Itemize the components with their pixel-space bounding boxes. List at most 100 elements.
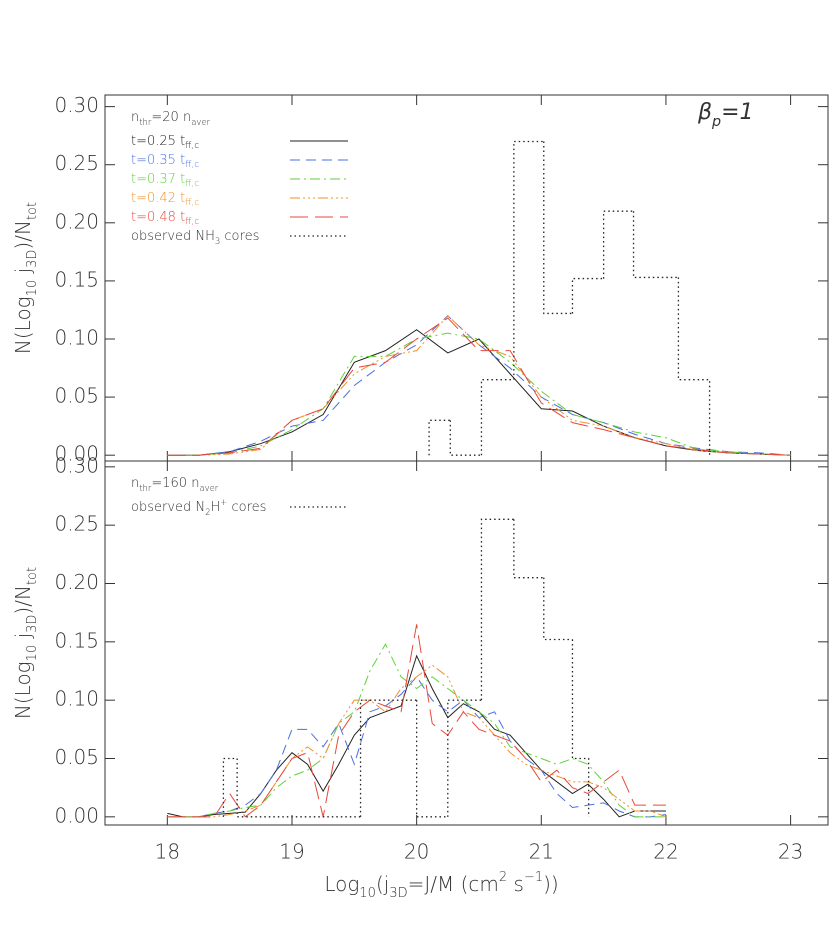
panel-label-part: β <box>697 100 712 125</box>
plot-frame <box>104 460 829 826</box>
legend-label: t=0.48 tff,c <box>131 210 199 227</box>
annotation-part: thr <box>139 117 152 127</box>
y-axis-label-part: 10 <box>25 280 40 297</box>
y-tick-label: 0.30 <box>54 93 99 117</box>
legend-sub: ff,c <box>185 141 199 151</box>
panel-label-part: =1 <box>721 100 753 125</box>
legend-label: t=0.37 tff,c <box>131 172 199 189</box>
histogram-bin <box>513 519 544 579</box>
y-tick-label: 0.10 <box>54 326 99 350</box>
x-axis-label-part: Log <box>324 872 359 896</box>
y-axis-label-part: j <box>11 633 35 645</box>
y-tick-label: 0.25 <box>54 512 99 536</box>
legend-label-part: H <box>211 500 221 515</box>
x-tick-label: 21 <box>529 840 554 864</box>
y-tick-label: 0.05 <box>54 384 99 408</box>
y-tick-label: 0.15 <box>54 628 99 652</box>
y-axis-label-part: j <box>11 268 35 280</box>
histogram-bin <box>513 140 544 380</box>
y-axis-label-part: 10 <box>25 645 40 662</box>
plot-frame <box>104 94 829 462</box>
y-axis-label: N(Log10 j3D)/Ntot <box>11 567 40 719</box>
legend-label: observed N2H+ cores <box>131 496 266 516</box>
annotation: nthr=20 naver <box>131 110 211 127</box>
legend-label: t=0.42 tff,c <box>131 191 199 208</box>
legend-sub: ff,c <box>185 160 199 170</box>
histogram-bin <box>428 419 451 456</box>
legend-label: t=0.25 tff,c <box>131 134 199 151</box>
histogram-bin <box>677 277 711 456</box>
annotation-part: thr <box>139 483 152 493</box>
legend-label-part: observed N <box>131 500 205 515</box>
x-axis-label-part: s <box>507 872 524 896</box>
histogram-bin <box>447 699 482 817</box>
x-tick-label: 22 <box>653 840 678 864</box>
legend-label-part: observed NH <box>131 229 215 244</box>
y-tick-label: 0.00 <box>54 803 99 827</box>
x-axis-label-part: =J/M (cm <box>408 872 499 896</box>
annotation: nthr=160 naver <box>131 476 219 493</box>
histogram-bin <box>571 277 604 314</box>
x-axis-label-part: (j <box>376 872 389 896</box>
x-tick-label: 19 <box>279 840 304 864</box>
annotation-part: aver <box>191 117 210 127</box>
legend-name: t=0.35 t <box>131 153 185 168</box>
legend-label: t=0.35 tff,c <box>131 153 199 170</box>
legend-name: t=0.42 t <box>131 191 185 206</box>
x-axis-label-part: 10 <box>359 886 376 901</box>
legend-label-part: cores <box>227 500 266 515</box>
legend-name: t=0.48 t <box>131 210 185 225</box>
histogram-bin <box>236 758 361 818</box>
legend-sub: ff,c <box>185 198 199 208</box>
series-line <box>167 624 666 818</box>
x-axis-label-part: )) <box>543 872 559 896</box>
legend-label-part: + <box>220 496 227 506</box>
y-tick-label: 0.10 <box>54 687 99 711</box>
legend-name: t=0.25 t <box>131 134 185 149</box>
histogram-bin <box>632 211 679 279</box>
y-axis-label-part: N(Log <box>11 296 35 354</box>
x-axis-label-part: 2 <box>499 870 507 885</box>
y-tick-label: 0.25 <box>54 151 99 175</box>
histogram-bin <box>480 379 514 456</box>
y-axis-label-part: 3D <box>25 615 40 633</box>
y-tick-label: 0.00 <box>54 442 99 466</box>
histogram-bin <box>543 141 573 315</box>
histogram-bin <box>222 757 238 817</box>
legend-label-part: 2 <box>205 507 210 517</box>
x-axis-label-part: −1 <box>524 870 543 885</box>
histogram-bin <box>449 420 482 456</box>
y-axis-label-part: N(Log <box>11 661 35 719</box>
legend-name: t=0.37 t <box>131 172 185 187</box>
legend-sub: ff,c <box>185 217 199 227</box>
x-tick-label: 18 <box>155 840 180 864</box>
series-line <box>167 315 791 456</box>
x-axis-label: Log10(j3D=J/M (cm2 s−1)) <box>324 870 558 901</box>
y-tick-label: 0.20 <box>54 209 99 233</box>
histogram-bin <box>543 577 573 641</box>
series-line <box>167 332 791 456</box>
x-axis-label-part: 3D <box>389 886 407 901</box>
histogram-bin <box>415 700 448 818</box>
panel-label: βp=1 <box>697 100 754 130</box>
y-tick-label: 0.15 <box>54 267 99 291</box>
legend-label-part: cores <box>220 229 259 244</box>
annotation-part: n <box>131 110 139 125</box>
series-line <box>167 317 791 456</box>
x-tick-label: 20 <box>404 840 429 864</box>
y-axis-label-part: )/N <box>11 220 35 250</box>
legend-sub: ff,c <box>185 179 199 189</box>
annotation-part: n <box>131 476 139 491</box>
y-axis-label: N(Log10 j3D)/Ntot <box>11 202 40 354</box>
annotation-part: aver <box>199 483 218 493</box>
series-line <box>167 315 791 456</box>
x-tick-label: 23 <box>778 840 803 864</box>
y-tick-label: 0.20 <box>54 570 99 594</box>
y-axis-label-part: tot <box>25 567 40 585</box>
series-line <box>167 654 666 818</box>
annotation-part: =160 n <box>151 476 199 491</box>
series-line <box>167 664 667 818</box>
histogram-bin <box>602 210 634 279</box>
y-axis-label-part: )/N <box>11 585 35 615</box>
